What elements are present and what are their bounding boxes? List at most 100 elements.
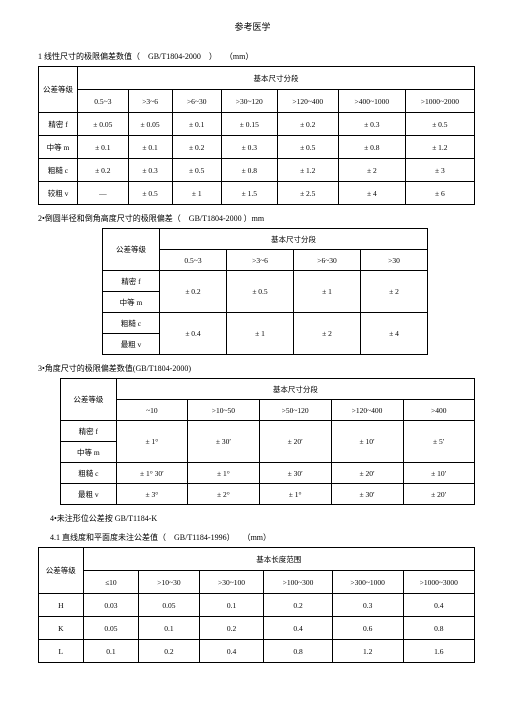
- cell: ± 0.8: [338, 136, 405, 159]
- cell: ± 2: [294, 313, 361, 355]
- t4-col: >100~300: [264, 571, 332, 594]
- t1-col: >1000~2000: [405, 90, 474, 113]
- cell: 0.1: [199, 594, 264, 617]
- cell: ± 6: [405, 182, 474, 205]
- t4-col: >1000~3000: [403, 571, 474, 594]
- cell: ± 0.4: [160, 313, 227, 355]
- table2: 公差等级 基本尺寸分段 0.5~3 >3~6 >6~30 >30 精密 f± 0…: [102, 228, 428, 355]
- row-label: 精密 f: [61, 421, 117, 442]
- section3-title: 3•角度尺寸的极限偏差数值(GB/T1804-2000): [38, 363, 475, 374]
- cell: 0.2: [199, 617, 264, 640]
- cell: 0.3: [332, 594, 403, 617]
- cell: 1.6: [403, 640, 474, 663]
- cell: ± 0.1: [172, 113, 221, 136]
- cell: ± 0.5: [405, 113, 474, 136]
- cell: 0.1: [139, 617, 200, 640]
- table-row: 精密 f± 0.05± 0.05± 0.1± 0.15± 0.2± 0.3± 0…: [39, 113, 475, 136]
- row-label: L: [39, 640, 84, 663]
- cell: ± 0.1: [78, 136, 129, 159]
- table-row: 较粗 v—± 0.5± 1± 1.5± 2.5± 4± 6: [39, 182, 475, 205]
- cell: ± 1: [227, 313, 294, 355]
- t2-col: 0.5~3: [160, 250, 227, 271]
- t2-col: >3~6: [227, 250, 294, 271]
- cell: ± 4: [361, 313, 428, 355]
- cell: 0.2: [139, 640, 200, 663]
- t4-col: >300~1000: [332, 571, 403, 594]
- cell: 0.2: [264, 594, 332, 617]
- cell: ± 0.05: [78, 113, 129, 136]
- table-row: H0.030.050.10.20.30.4: [39, 594, 475, 617]
- cell: 0.8: [403, 617, 474, 640]
- cell: ± 5′: [403, 421, 475, 463]
- cell: ± 0.5: [128, 182, 172, 205]
- row-label: 中等 m: [103, 292, 160, 313]
- cell: ± 2°: [188, 484, 260, 505]
- section1-title: 1 线性尺寸的极限偏差数值（ GB/T1804-2000 ） （mm）: [38, 51, 475, 62]
- t3-h-grade: 公差等级: [61, 379, 117, 421]
- t2-h-span: 基本尺寸分段: [160, 229, 428, 250]
- cell: ± 1.2: [405, 136, 474, 159]
- cell: ± 1°: [116, 421, 187, 463]
- cell: ± 3°: [116, 484, 187, 505]
- row-label: 较粗 v: [39, 182, 78, 205]
- t1-col: >6~30: [172, 90, 221, 113]
- table-row: 中等 m± 0.1± 0.1± 0.2± 0.3± 0.5± 0.8± 1.2: [39, 136, 475, 159]
- cell: ± 1: [294, 271, 361, 313]
- row-label: 精密 f: [103, 271, 160, 292]
- cell: 0.4: [403, 594, 474, 617]
- t4-col: >10~30: [139, 571, 200, 594]
- cell: —: [78, 182, 129, 205]
- cell: ± 0.1: [128, 136, 172, 159]
- row-label: 最粗 v: [61, 484, 117, 505]
- cell: 0.1: [83, 640, 139, 663]
- table-row: 粗糙 c± 0.2± 0.3± 0.5± 0.8± 1.2± 2± 3: [39, 159, 475, 182]
- cell: ± 0.2: [78, 159, 129, 182]
- cell: 0.8: [264, 640, 332, 663]
- table-row: 粗糙 c± 0.4± 1± 2± 4: [103, 313, 428, 334]
- t2-col: >30: [361, 250, 428, 271]
- table-row: 精密 f± 1°± 30′± 20′± 10′± 5′: [61, 421, 475, 442]
- cell: ± 20′: [259, 421, 331, 463]
- table1: 公差等级 基本尺寸分段 0.5~3 >3~6 >6~30 >30~120 >12…: [38, 66, 475, 205]
- cell: ± 3: [405, 159, 474, 182]
- cell: 1.2: [332, 640, 403, 663]
- row-label: 中等 m: [39, 136, 78, 159]
- cell: ± 2: [361, 271, 428, 313]
- section4-title1: 4•未注形位公差按 GB/T1184-K: [50, 513, 475, 524]
- cell: ± 0.5: [172, 159, 221, 182]
- table-row: K0.050.10.20.40.60.8: [39, 617, 475, 640]
- table-row: 粗糙 c± 1° 30′± 1°± 30′± 20′± 10′: [61, 463, 475, 484]
- page-title: 参考医学: [30, 20, 475, 33]
- cell: ± 2: [338, 159, 405, 182]
- cell: 0.6: [332, 617, 403, 640]
- table3: 公差等级 基本尺寸分段 ~10 >10~50 >50~120 >120~400 …: [60, 378, 475, 505]
- cell: ± 0.3: [128, 159, 172, 182]
- cell: 0.03: [83, 594, 139, 617]
- table-row: 精密 f± 0.2± 0.5± 1± 2: [103, 271, 428, 292]
- t1-col: 0.5~3: [78, 90, 129, 113]
- cell: ± 0.3: [221, 136, 277, 159]
- section4-title2: 4.1 直线度和平面度未注公差值（ GB/T1184-1996） （mm）: [50, 532, 475, 543]
- cell: ± 0.05: [128, 113, 172, 136]
- cell: 0.4: [199, 640, 264, 663]
- row-label: 精密 f: [39, 113, 78, 136]
- t3-col: >50~120: [259, 400, 331, 421]
- cell: ± 20′: [403, 484, 475, 505]
- cell: ± 1°: [259, 484, 331, 505]
- t4-col: ≤10: [83, 571, 139, 594]
- cell: 0.05: [83, 617, 139, 640]
- row-label: H: [39, 594, 84, 617]
- t4-h-grade: 公差等级: [39, 548, 84, 594]
- cell: ± 0.8: [221, 159, 277, 182]
- cell: 0.4: [264, 617, 332, 640]
- row-label: 粗糙 c: [61, 463, 117, 484]
- row-label: 粗糙 c: [39, 159, 78, 182]
- table-row: L0.10.20.40.81.21.6: [39, 640, 475, 663]
- t2-h-grade: 公差等级: [103, 229, 160, 271]
- cell: ± 1.5: [221, 182, 277, 205]
- row-label: 中等 m: [61, 442, 117, 463]
- cell: ± 0.2: [160, 271, 227, 313]
- cell: ± 10′: [331, 421, 403, 463]
- t3-col: >10~50: [188, 400, 260, 421]
- t4-h-span: 基本长度范围: [83, 548, 474, 571]
